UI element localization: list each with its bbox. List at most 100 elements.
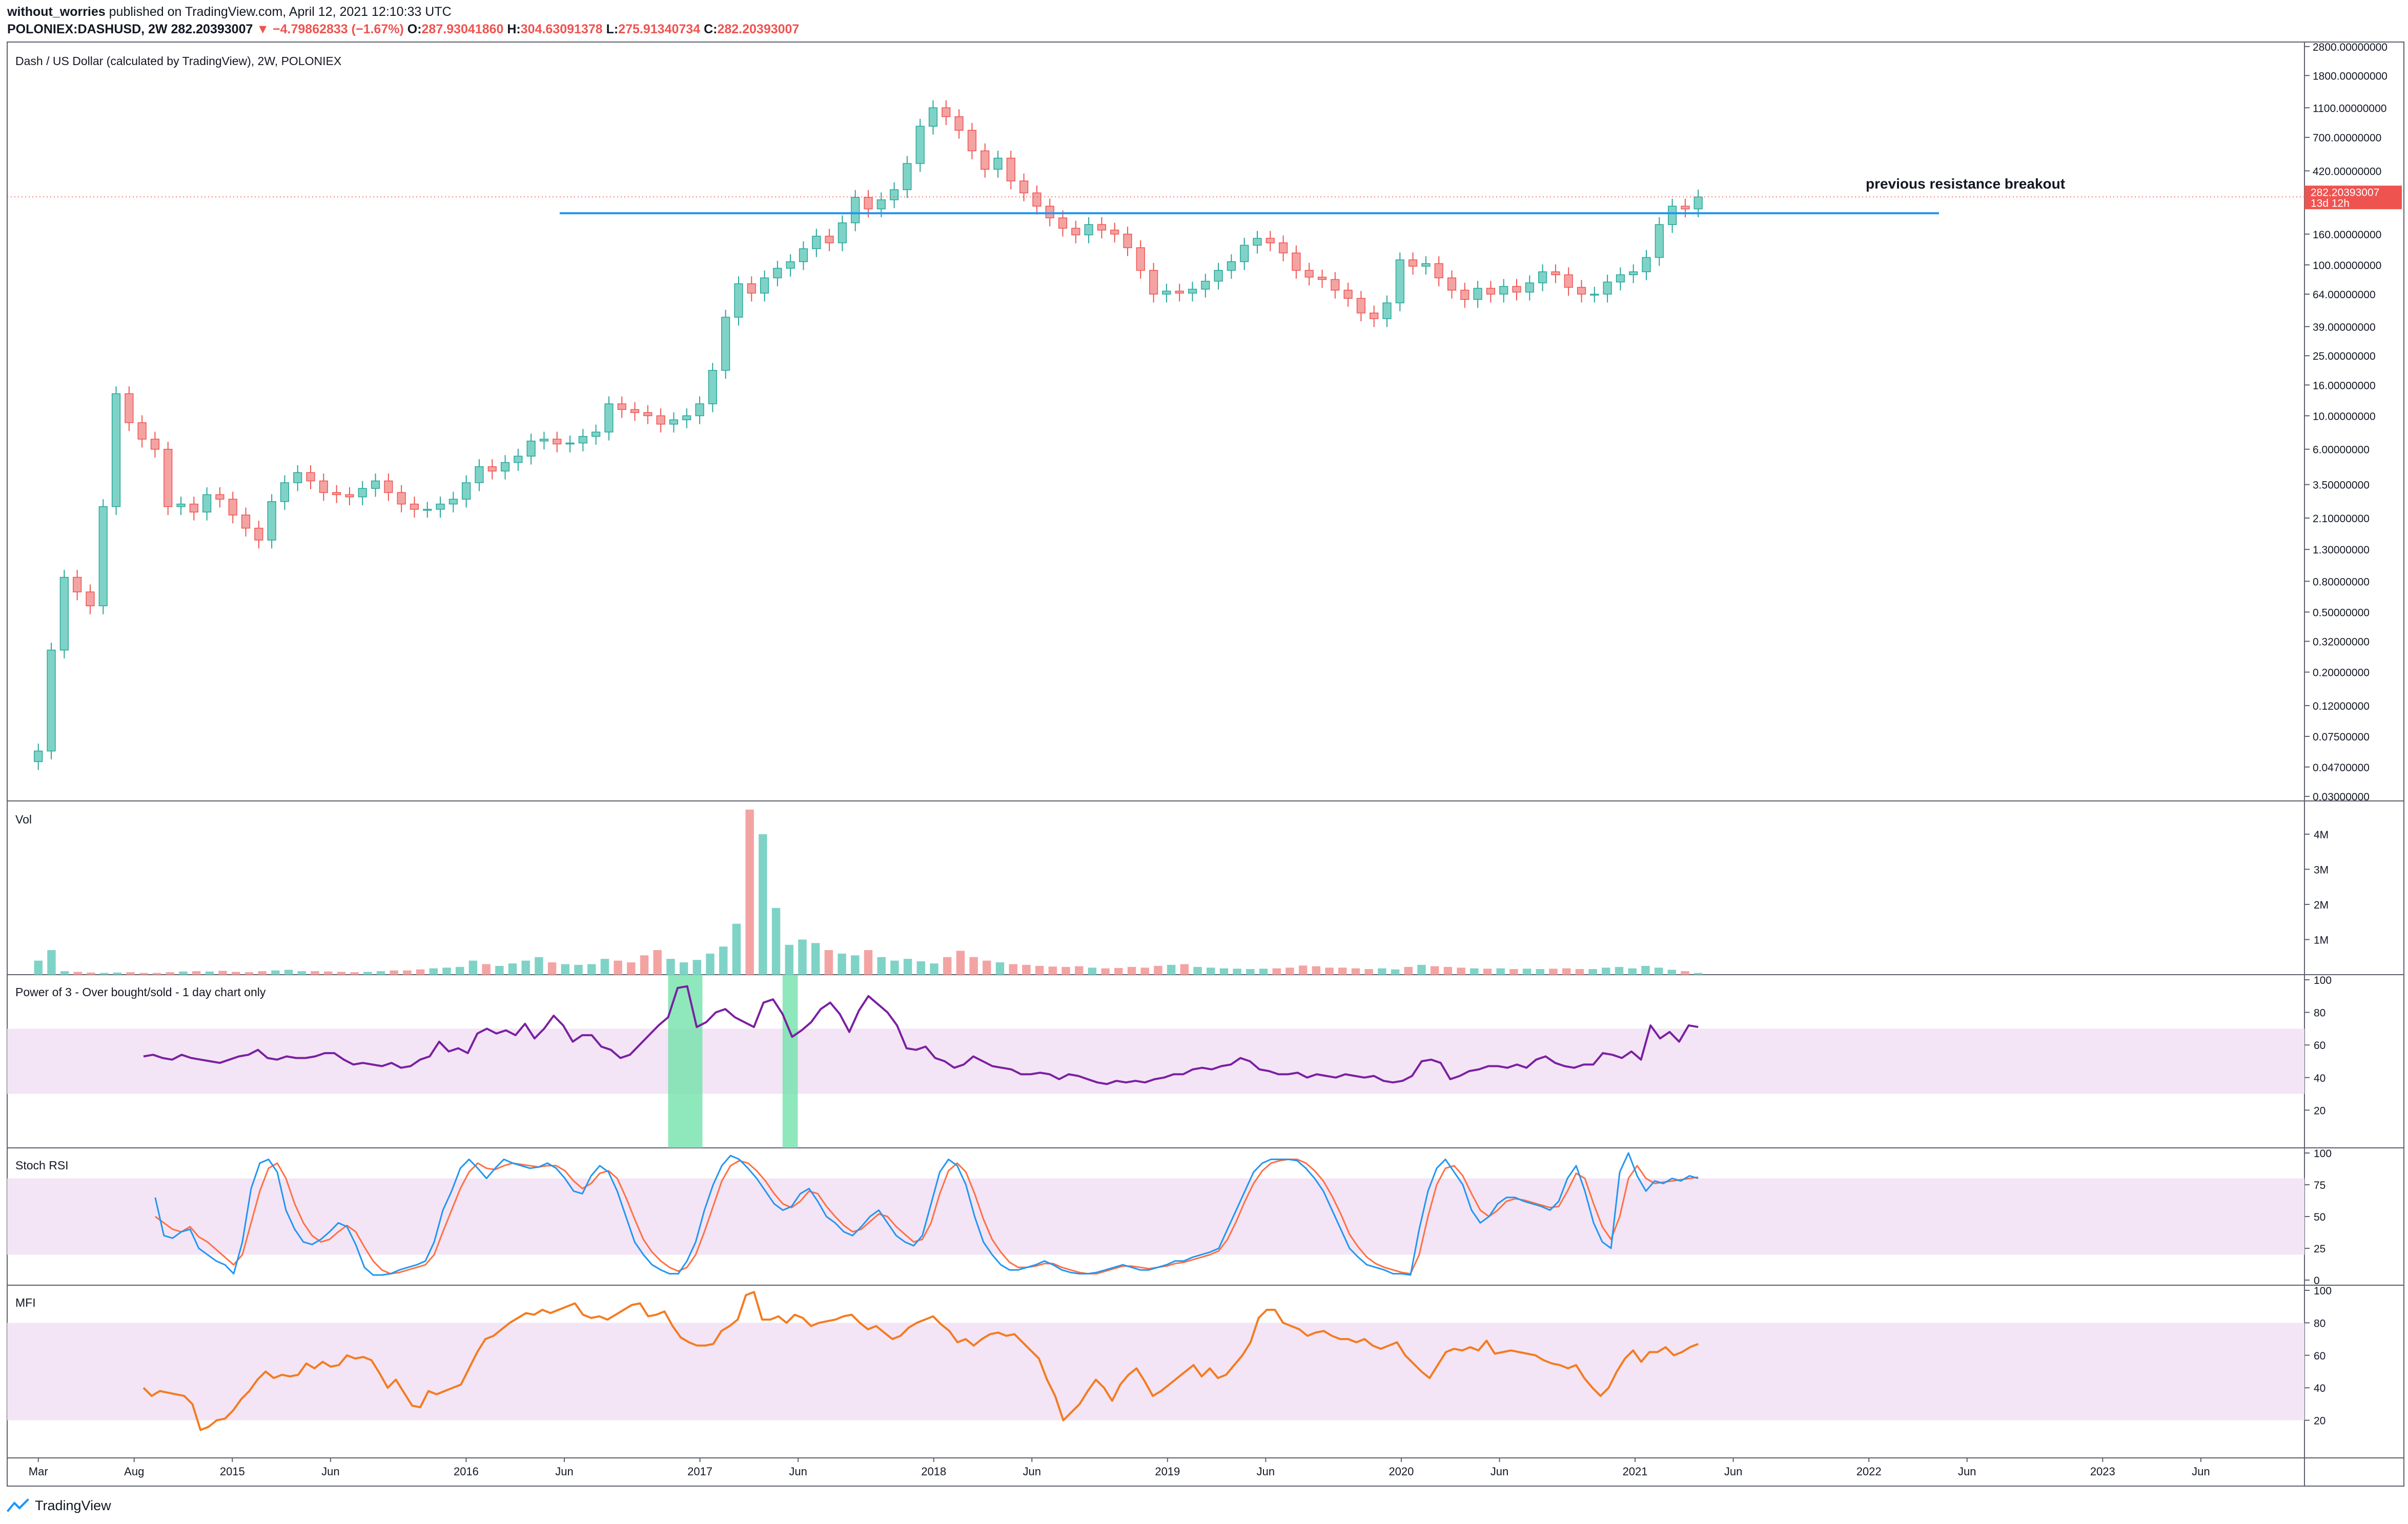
power-pane-title: Power of 3 - Over bought/sold - 1 day ch…	[15, 985, 266, 999]
candle	[1278, 242, 1288, 254]
volume-bar	[1048, 966, 1057, 975]
volume-bar	[166, 972, 174, 975]
candle	[721, 317, 730, 371]
time-tick-label: 2019	[1155, 1465, 1180, 1478]
volume-bar	[47, 950, 56, 975]
candle	[1136, 247, 1145, 271]
candle	[1266, 238, 1275, 243]
candle	[397, 492, 406, 505]
candle	[111, 393, 121, 507]
volume-bar	[521, 960, 530, 975]
candle	[617, 403, 626, 410]
chart-header: without_worries published on TradingView…	[7, 3, 2262, 38]
volume-bar	[1430, 966, 1439, 975]
candle	[1499, 286, 1508, 295]
mfi-pane-title: MFI	[15, 1296, 36, 1309]
volume-bar	[535, 957, 543, 975]
time-tick-label: Jun	[1724, 1465, 1742, 1478]
candle	[500, 462, 510, 472]
volume-bar	[416, 969, 425, 975]
volume-bar	[811, 943, 820, 975]
volume-bar	[956, 951, 965, 975]
tradingview-logo-icon[interactable]	[5, 1495, 31, 1516]
price-tick-label: 10.00000000	[2313, 410, 2376, 422]
volume-bar	[1693, 973, 1703, 975]
candle	[423, 509, 432, 511]
candle	[448, 499, 458, 505]
mfi-tick-label: 20	[2314, 1415, 2325, 1427]
candle	[708, 369, 717, 404]
candle	[176, 503, 186, 507]
candle	[1486, 287, 1495, 295]
volume-bar	[1443, 966, 1453, 975]
candle	[553, 439, 562, 445]
price-tick-label: 0.20000000	[2313, 667, 2370, 679]
candle	[293, 472, 302, 483]
time-tick-label: Aug	[124, 1465, 144, 1478]
time-tick-label: 2023	[2090, 1465, 2115, 1478]
candle	[915, 126, 925, 164]
overbought-oversold-band	[7, 1028, 2304, 1094]
time-tick-label: Jun	[1958, 1465, 1976, 1478]
price-tick-label: 39.00000000	[2313, 321, 2376, 333]
volume-bar	[139, 973, 148, 975]
price-tick-label: 6.00000000	[2313, 444, 2370, 456]
resistance-annotation[interactable]: previous resistance breakout	[1866, 176, 2065, 192]
volume-bar	[1074, 966, 1084, 975]
volume-bar	[1509, 969, 1518, 975]
volume-bar	[890, 960, 899, 975]
volume-bar	[1207, 967, 1215, 975]
publish-line: without_worries published on TradingView…	[7, 3, 2262, 20]
volume-bar	[390, 970, 398, 975]
volume-bar	[1338, 967, 1347, 975]
time-tick-label: Jun	[2192, 1465, 2210, 1478]
volume-bar	[1575, 969, 1584, 975]
volume-bar	[192, 971, 201, 975]
price-tick-label: 700.00000000	[2313, 132, 2381, 144]
footer: TradingView	[5, 1495, 111, 1516]
volume-bar	[376, 971, 385, 975]
candle	[1071, 228, 1080, 236]
volume-bar	[152, 973, 161, 975]
volume-bar	[771, 908, 781, 975]
volume-bar	[798, 939, 807, 975]
candle	[1343, 290, 1353, 299]
volume-bar	[574, 964, 583, 975]
volume-bar	[34, 960, 43, 975]
candle	[1564, 274, 1573, 288]
price-tick-label: 0.07500000	[2313, 731, 2370, 743]
time-tick-label: Jun	[1023, 1465, 1041, 1478]
volume-bar	[587, 964, 596, 975]
candle	[1356, 298, 1365, 314]
candle	[786, 261, 795, 269]
stoch-tick-label: 50	[2314, 1211, 2325, 1223]
candle	[1253, 238, 1262, 246]
candle	[1395, 259, 1404, 303]
tradingview-brand[interactable]: TradingView	[35, 1497, 111, 1513]
volume-bar	[824, 950, 833, 975]
candle	[358, 488, 367, 498]
candle	[812, 236, 821, 250]
candle	[1525, 282, 1534, 293]
stoch-pane-title: Stoch RSI	[15, 1159, 69, 1172]
time-tick-label: 2020	[1389, 1465, 1414, 1478]
volume-bar	[838, 953, 846, 975]
author-name[interactable]: without_worries	[7, 5, 106, 19]
volume-bar	[1246, 969, 1255, 975]
candle	[604, 403, 614, 433]
candle	[384, 480, 393, 493]
volume-bar	[1364, 969, 1373, 975]
volume-bar	[1140, 967, 1149, 975]
candle	[1019, 180, 1029, 194]
candle	[1045, 205, 1054, 218]
mfi-tick-label: 100	[2314, 1285, 2332, 1297]
candle	[319, 480, 328, 493]
candle	[1577, 286, 1586, 295]
countdown-label: 13d 12h	[2311, 197, 2350, 209]
volume-bar	[1298, 965, 1308, 975]
volume-bar	[1391, 969, 1400, 975]
volume-bar	[1483, 969, 1492, 975]
volume-bar	[600, 959, 609, 975]
candle	[150, 439, 160, 450]
